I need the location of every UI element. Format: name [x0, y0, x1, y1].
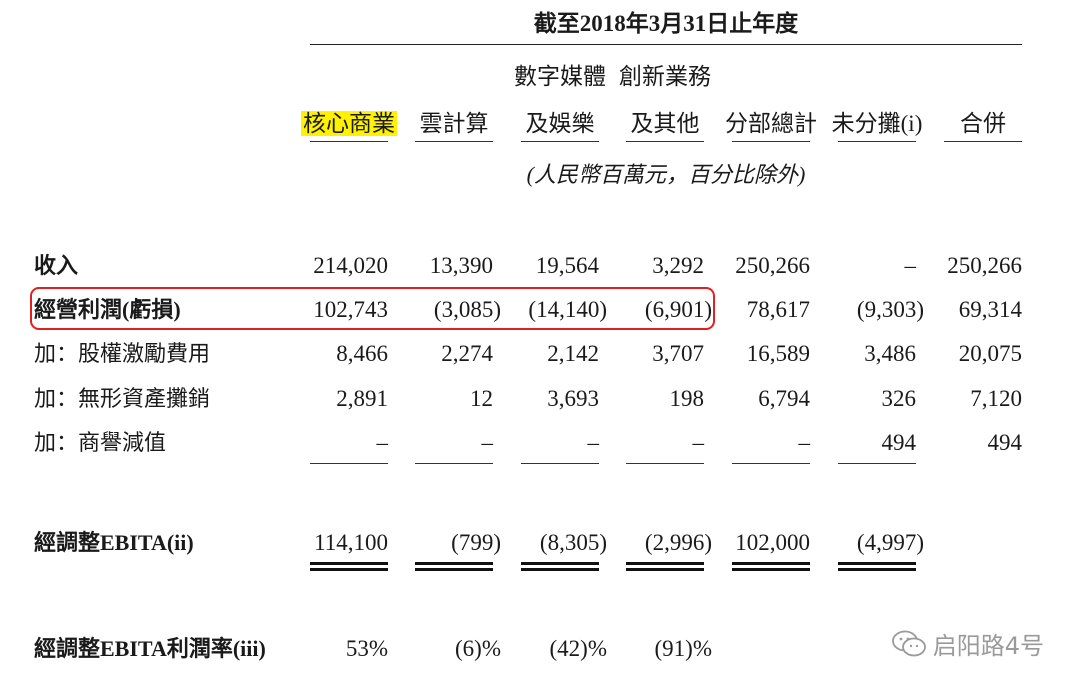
units-note: (人民幣百萬元，百分比除外) — [526, 162, 806, 187]
row-label: 經調整EBITA(ii) — [34, 530, 194, 555]
table-cell: 3,292 — [652, 253, 704, 278]
column-header-label: 雲計算 — [419, 111, 489, 136]
column-header: 雲計算 — [394, 109, 514, 139]
row-label: 經調整EBITA利潤率(iii) — [34, 636, 266, 661]
table-cell: (6)% — [455, 636, 501, 661]
row-label: 經營利潤(虧損) — [34, 297, 181, 322]
table-cell: (14,140) — [528, 297, 607, 322]
watermark-text: 启阳路4号 — [932, 632, 1044, 660]
column-header-rule — [521, 141, 599, 142]
table-cell: 102,743 — [313, 297, 388, 322]
column-header-label: 未分攤(i) — [831, 111, 923, 136]
table-cell: 214,020 — [313, 253, 388, 278]
table-cell: – — [798, 430, 811, 455]
table-cell: – — [904, 253, 917, 278]
column-header-rule — [732, 141, 810, 142]
total-double-rule — [415, 562, 493, 571]
table-cell: 53% — [345, 636, 388, 661]
row-label: 加：商譽減值 — [34, 430, 167, 455]
total-double-rule — [838, 562, 916, 571]
column-header-label: 分部總計 — [725, 111, 817, 136]
table-cell: 250,266 — [947, 253, 1022, 278]
table-cell: – — [587, 430, 600, 455]
table-cell: – — [481, 430, 494, 455]
total-double-rule — [626, 562, 704, 571]
column-header-rule — [415, 141, 493, 142]
table-cell: (4,997) — [856, 530, 924, 555]
subtotal-rule — [626, 463, 704, 464]
column-header: 未分攤(i) — [817, 109, 937, 139]
table-cell: 2,891 — [336, 386, 388, 411]
table-cell: 3,693 — [547, 386, 599, 411]
column-header: 核心商業 — [289, 109, 409, 139]
column-header-group: 創新業務 — [619, 64, 711, 89]
table-cell: (2,996) — [644, 530, 712, 555]
column-header: 及其他 — [605, 109, 725, 139]
table-cell: 20,075 — [958, 341, 1022, 366]
subtotal-rule — [310, 463, 388, 464]
subtotal-rule — [732, 463, 810, 464]
column-header-label: 核心商業 — [301, 111, 397, 136]
column-header-rule — [944, 141, 1022, 142]
operating-profit-annotation-box — [30, 287, 715, 330]
table-cell: 19,564 — [535, 253, 599, 278]
row-label: 加：無形資產攤銷 — [34, 386, 211, 411]
table-cell: 3,486 — [864, 341, 916, 366]
table-cell: (8,305) — [539, 530, 607, 555]
row-label: 加：股權激勵費用 — [34, 341, 211, 366]
table-cell: 16,589 — [746, 341, 810, 366]
period-rule — [310, 44, 1022, 45]
period-title: 截至2018年3月31日止年度 — [533, 11, 799, 36]
table-cell: 102,000 — [735, 530, 810, 555]
table-cell: 13,390 — [429, 253, 493, 278]
total-double-rule — [310, 562, 388, 571]
column-header-label: 合併 — [960, 111, 1006, 136]
subtotal-rule — [838, 463, 916, 464]
total-double-rule — [732, 562, 810, 571]
table-cell: 494 — [881, 430, 917, 455]
column-header: 分部總計 — [711, 109, 831, 139]
table-cell: 2,142 — [547, 341, 599, 366]
table-cell: (42)% — [549, 636, 607, 661]
table-cell: 8,466 — [336, 341, 388, 366]
table-cell: 250,266 — [735, 253, 810, 278]
wechat-icon — [891, 630, 926, 656]
table-cell: 2,274 — [441, 341, 493, 366]
table-cell: 114,100 — [314, 530, 388, 555]
table-cell: (91)% — [654, 636, 712, 661]
table-cell: 198 — [669, 386, 705, 411]
table-cell: (799) — [451, 530, 501, 555]
table-cell: 326 — [881, 386, 917, 411]
table-cell: 69,314 — [958, 297, 1022, 322]
table-cell: 3,707 — [652, 341, 704, 366]
table-cell: – — [692, 430, 705, 455]
table-cell: 12 — [470, 386, 493, 411]
column-header: 及娛樂 — [500, 109, 620, 139]
watermark: 启阳路4号 — [891, 626, 1044, 661]
table-cell: 6,794 — [758, 386, 810, 411]
row-label: 收入 — [34, 253, 79, 278]
total-double-rule — [521, 562, 599, 571]
subtotal-rule — [415, 463, 493, 464]
table-cell: (6,901) — [644, 297, 712, 322]
table-cell: 494 — [987, 430, 1023, 455]
column-header-rule — [838, 141, 916, 142]
table-cell: 78,617 — [746, 297, 810, 322]
subtotal-rule — [521, 463, 599, 464]
column-header: 合併 — [923, 109, 1043, 139]
table-cell: 7,120 — [970, 386, 1022, 411]
table-cell: (3,085) — [433, 297, 501, 322]
table-cell: – — [376, 430, 389, 455]
column-header-rule — [626, 141, 704, 142]
table-cell: (9,303) — [856, 297, 924, 322]
column-header-label: 及其他 — [630, 111, 700, 136]
column-header-group: 數字媒體 — [514, 64, 606, 89]
column-header-rule — [310, 141, 388, 142]
column-header-label: 及娛樂 — [525, 111, 595, 136]
